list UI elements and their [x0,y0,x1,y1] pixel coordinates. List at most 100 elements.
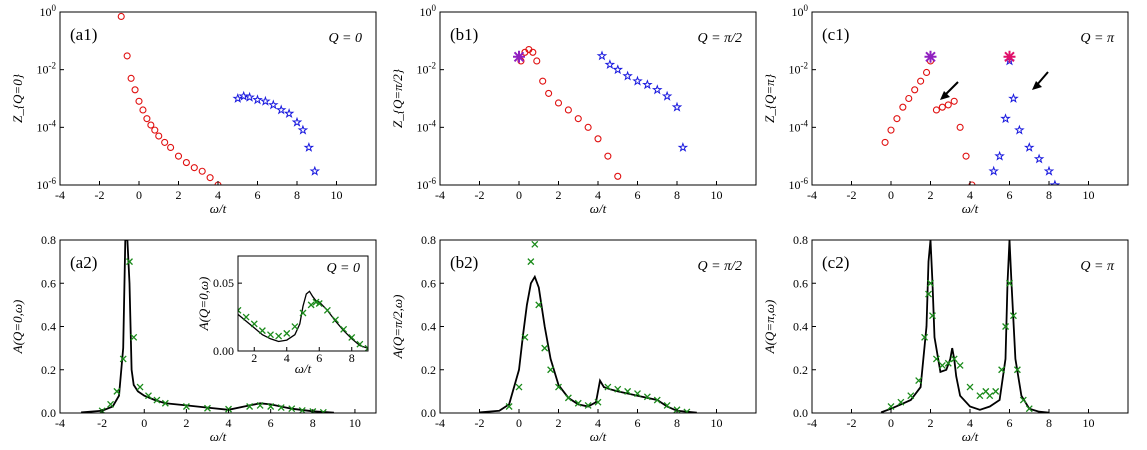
b1-xtick-label: 4 [595,188,601,202]
b2-series-1-point [505,403,513,410]
a2-series-1-point [204,404,211,412]
b2-xtick-label: -4 [435,416,445,430]
a2-inset-series-1-point [242,313,250,321]
b2-series-1-point [531,240,539,248]
a1-ytick-label: 10-2 [37,61,57,77]
c1-xtick-label: 0 [888,188,894,202]
c2-xtick-label: 8 [1046,416,1052,430]
c2-q-label: Q = π [1080,259,1115,274]
a2-series-1-point [153,396,161,404]
a1-ytick-label: 100 [40,3,57,19]
a1-panel-label: (a1) [70,25,97,44]
a1-series-1-point [232,92,244,103]
b2-data [479,240,697,413]
b2-series-1-point [624,387,632,395]
a2-inset-xlabel: ω/t [295,361,312,376]
c1-series-2-point [924,50,937,63]
c1-series-0-point [911,86,919,94]
b2-ylabel: A(Q=π/2,ω) [390,295,405,360]
a2-xtick-label: 4 [226,416,232,430]
b1-xtick-label: 6 [635,188,641,202]
b1-ytick-label: 10-4 [417,118,437,134]
b2-series-1-point [547,366,555,374]
c2-series-1-point [938,361,946,369]
a2-inset-series-1-point [356,340,364,348]
b2-ytick-label: 0.2 [421,363,436,377]
b2-series-1-point [594,398,602,406]
a1-series-1-point [238,90,249,101]
c2-series-1-point [921,333,929,341]
a2-inset-series-1-point [258,327,266,335]
a2-xtick-label: -4 [55,416,65,430]
b1-ylabel: Z_{Q=π/2} [390,68,405,128]
b1-xtick-label: 0 [516,188,522,202]
b1-series-0-point [545,89,553,97]
b2-series-1-point [604,383,612,391]
a2-inset-ylabel: A(Q=0,ω) [196,277,211,332]
panel-b2: -4 -2 0 2 4 6 8 10 0.0 0.2 0.4 0.6 0.8 ω/t A(Q=π/2,ω) (… [390,233,757,444]
a1-series-1-point [244,91,255,102]
c2-series-1-point [1019,396,1027,404]
a2-inset-ytick-label: 0.00 [213,344,234,358]
b1-series-1-point [632,75,643,86]
a1-xlabel: ω/t [210,201,227,216]
a2-series-1-point [288,405,296,413]
c1-series-1-point [1023,141,1035,152]
c2-ytick-label: 0.2 [793,363,808,377]
b2-xtick-label: 8 [674,416,680,430]
a2-inset-q-label: Q = 0 [326,261,360,276]
b1-ytick-label: 10-6 [417,176,437,192]
panel-c1: -4 -2 0 2 4 6 8 10 10-6 10-4 10-2 100 ω/t Z_{Q=π} (c1)… [762,3,1129,216]
a1-series-0-point [151,126,159,134]
c1-series-3-point [1003,50,1016,63]
c1-series-1-point [1000,113,1011,124]
a2-series-1-point [182,403,190,410]
a2-inset-series-1-point [332,316,339,324]
c2-xtick-label: 4 [967,416,973,430]
b1-series-0-point [584,123,592,131]
a1-series-1-point [275,104,287,115]
a1-series-1-point [283,108,295,119]
a1-series-1-point [252,94,263,105]
b1-series-0-point [533,57,541,65]
c2-series-1-point [929,312,936,320]
a1-series-0-point [155,132,163,140]
c1-xlabel: ω/t [962,201,979,216]
b2-series-1-point [535,301,543,309]
a2-panel-label: (a2) [70,253,97,272]
c1-xtick-label: -4 [807,188,817,202]
a1-series-0-point [198,167,206,175]
b2-series-0-line [479,274,697,413]
a2-series-1-point [145,392,152,400]
a2-ylabel: A(Q=0,ω) [10,300,25,355]
b1-series-0-point [604,152,612,160]
a1-xtick-label: 0 [136,188,142,202]
a2-series-1-point [277,404,285,412]
a1-series-0-point [206,174,214,182]
b2-ytick-label: 0.8 [421,233,436,247]
a1-ylabel: Z_{Q=0} [10,73,25,123]
b2-xtick-label: 4 [595,416,601,430]
a1-xtick-label: -2 [95,188,105,202]
c1-series-0-point [950,97,958,105]
a1-series-0-point [117,12,125,21]
c2-xtick-label: 6 [1007,416,1013,430]
a1-series-0-point [182,159,190,167]
arrow-head-c1-blue [1032,81,1042,90]
b2-series-1-point [515,383,523,391]
c1-series-1-point [1033,153,1045,164]
a2-inset-series-1-point [364,344,368,351]
a2-inset-frame [237,255,369,352]
a1-series-1-point [291,116,303,127]
a1-series-0-point [147,121,155,129]
c1-xtick-label: 2 [928,188,934,202]
c2-series-1-point [1002,323,1010,330]
b1-series-1-point [661,90,673,101]
b1-ytick-label: 10-2 [417,61,437,77]
b1-series-0-point [529,48,537,56]
panel-a1: -4 -2 0 2 4 6 8 10 10-6 10-4 10-2 100 ω/t Z_{Q=0} (a1)… [10,3,377,216]
a1-xtick-label: 4 [215,188,221,202]
c2-series-1-point [927,279,934,287]
c1-series-1-point [1043,165,1055,176]
